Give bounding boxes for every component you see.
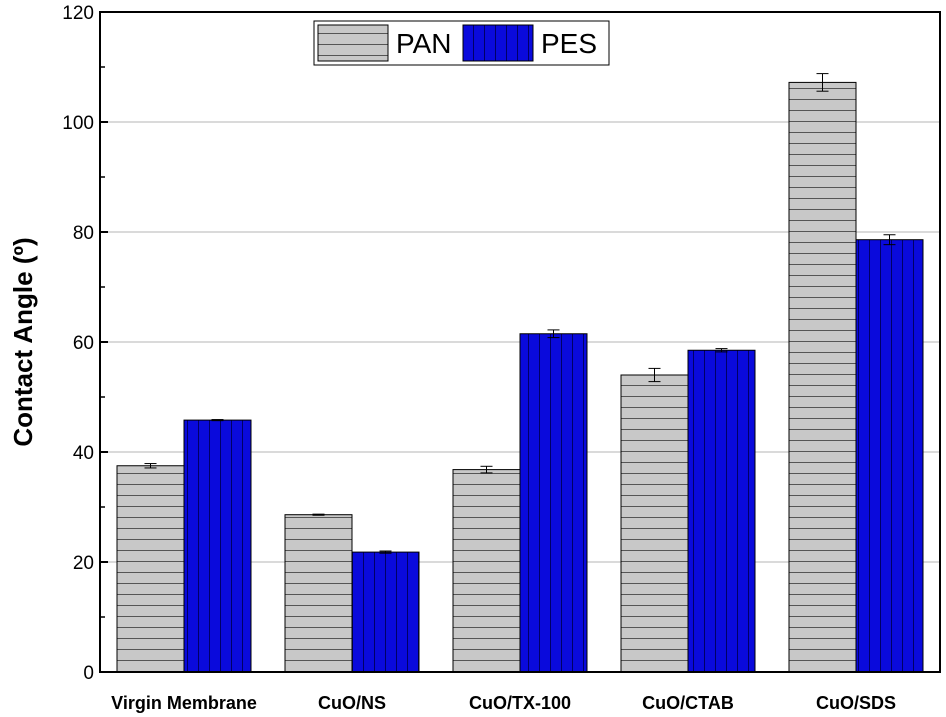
y-tick-label: 20 xyxy=(73,553,94,574)
bar-pan xyxy=(284,514,353,673)
bar-pan xyxy=(452,469,521,673)
x-category-label: Virgin Membrane xyxy=(111,693,257,713)
bar-pan xyxy=(620,374,689,673)
legend-label-pes: PES xyxy=(541,28,597,59)
y-axis-title: Contact Angle (º) xyxy=(8,237,38,446)
legend: PAN PES xyxy=(313,20,610,66)
bar-pan xyxy=(116,465,185,673)
x-category-label: CuO/SDS xyxy=(816,693,896,713)
y-tick-label: 120 xyxy=(62,3,94,24)
bar-pes xyxy=(351,551,420,673)
x-category-label: CuO/CTAB xyxy=(642,693,734,713)
bar-pan xyxy=(788,81,857,673)
bar-pes xyxy=(687,349,756,673)
y-tick-label: 60 xyxy=(73,333,94,354)
bars xyxy=(116,81,924,673)
y-tick-label: 40 xyxy=(73,443,94,464)
bar-pes xyxy=(519,333,588,673)
bar-pes xyxy=(183,419,252,673)
y-tick-label: 100 xyxy=(62,113,94,134)
error-bars xyxy=(144,73,896,554)
y-tick-label: 80 xyxy=(73,223,94,244)
x-category-label: CuO/NS xyxy=(318,693,386,713)
y-tick-label: 0 xyxy=(83,663,94,684)
bar-pes xyxy=(855,239,924,673)
x-axis: Virgin Membrane CuO/NS CuO/TX-100 CuO/CTAB C… xyxy=(111,693,896,713)
legend-label-pan: PAN xyxy=(396,28,452,59)
x-category-label: CuO/TX-100 xyxy=(469,693,571,713)
legend-swatch-pan xyxy=(317,24,389,62)
y-axis: 0 20 40 60 80 100 120 xyxy=(62,3,108,684)
legend-swatch-pes xyxy=(462,24,534,62)
